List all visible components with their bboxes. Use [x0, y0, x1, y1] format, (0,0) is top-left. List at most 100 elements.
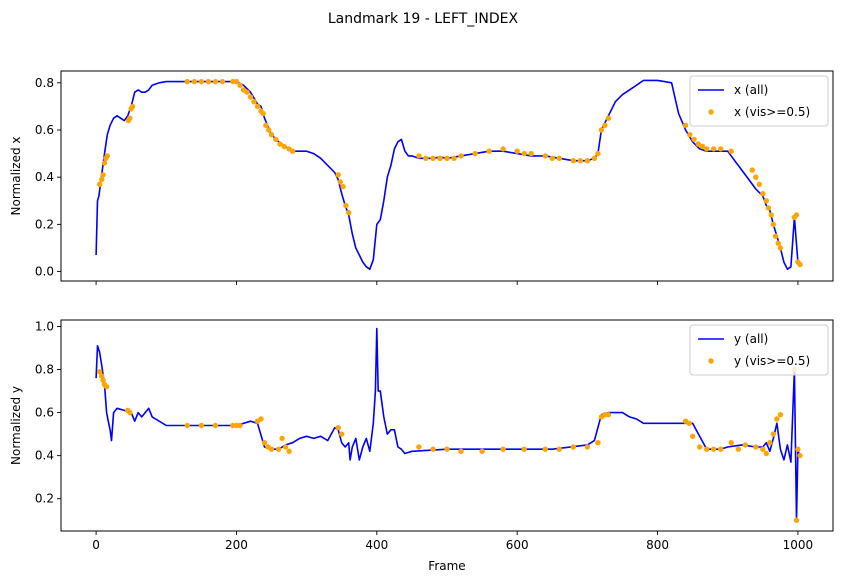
- data-point-x-vis-0-5: [711, 146, 717, 152]
- data-point-y-vis-0-5: [261, 440, 268, 446]
- data-point-x-vis-0-5: [760, 191, 766, 197]
- y-axis-label: Normalized y: [9, 386, 23, 465]
- data-point-x-vis-0-5: [691, 136, 697, 143]
- y-tick-label: 0.4: [35, 170, 54, 184]
- data-point-y-vis-0-5: [212, 422, 219, 429]
- legend-marker-swatch: [708, 358, 714, 364]
- data-point-x-vis-0-5: [237, 82, 243, 88]
- data-point-y-vis-0-5: [777, 412, 784, 418]
- data-point-x-vis-0-5: [718, 146, 724, 152]
- data-point-x-vis-0-5: [198, 78, 205, 85]
- data-point-x-vis-0-5: [100, 172, 106, 178]
- subplot-x: 0.0 0.2 0.4 0.6 0.8 Normalized x x (all) x (vis…: [9, 70, 834, 285]
- axes-frame: [60, 319, 834, 532]
- data-point-y-vis-0-5: [556, 446, 562, 452]
- data-point-x-vis-0-5: [219, 78, 226, 85]
- x-tick-label: 0: [92, 538, 100, 552]
- data-point-y-vis-0-5: [793, 517, 800, 523]
- y-axis-label: Normalized x: [9, 137, 23, 216]
- data-point-x-vis-0-5: [797, 261, 803, 268]
- data-point-x-vis-0-5: [254, 103, 261, 110]
- data-point-x-vis-0-5: [542, 153, 548, 159]
- data-point-x-vis-0-5: [346, 209, 352, 216]
- data-point-y-vis-0-5: [521, 446, 527, 452]
- data-point-x-vis-0-5: [772, 233, 779, 239]
- data-point-y-vis-0-5: [282, 444, 289, 450]
- data-point-y-vis-0-5: [237, 422, 243, 429]
- data-point-x-vis-0-5: [423, 155, 429, 161]
- data-point-x-vis-0-5: [273, 136, 279, 143]
- data-point-y-vis-0-5: [697, 444, 703, 450]
- data-point-x-vis-0-5: [458, 153, 464, 159]
- data-point-x-vis-0-5: [289, 148, 296, 154]
- data-point-y-vis-0-5: [100, 377, 106, 383]
- data-point-x-vis-0-5: [770, 221, 776, 228]
- data-point-x-vis-0-5: [793, 212, 800, 218]
- data-point-x-vis-0-5: [584, 158, 591, 164]
- data-point-x-vis-0-5: [205, 78, 212, 85]
- data-point-x-vis-0-5: [763, 198, 769, 204]
- data-point-y-vis-0-5: [753, 444, 759, 450]
- data-point-x-vis-0-5: [591, 155, 598, 161]
- data-point-x-vis-0-5: [695, 141, 701, 147]
- data-point-x-vis-0-5: [768, 212, 774, 218]
- data-point-y-vis-0-5: [774, 416, 780, 422]
- data-point-x-vis-0-5: [340, 183, 346, 190]
- data-point-x-vis-0-5: [266, 127, 272, 133]
- data-point-x-vis-0-5: [96, 181, 103, 187]
- data-point-x-vis-0-5: [129, 103, 136, 110]
- data-point-x-vis-0-5: [577, 158, 583, 164]
- data-point-y-vis-0-5: [279, 435, 285, 442]
- data-point-x-vis-0-5: [472, 150, 478, 157]
- data-point-x-vis-0-5: [687, 132, 693, 138]
- data-point-y-vis-0-5: [286, 448, 292, 454]
- data-point-x-vis-0-5: [101, 160, 108, 166]
- data-point-y-vis-0-5: [686, 420, 692, 426]
- data-point-y-vis-0-5: [605, 412, 612, 418]
- data-point-y-vis-0-5: [797, 452, 803, 459]
- data-point-y-vis-0-5: [795, 446, 801, 452]
- data-point-y-vis-0-5: [584, 444, 591, 450]
- data-point-x-vis-0-5: [765, 205, 772, 211]
- data-point-x-vis-0-5: [251, 99, 257, 105]
- data-point-x-vis-0-5: [444, 155, 450, 161]
- x-tick-label: 200: [225, 538, 248, 552]
- data-point-x-vis-0-5: [549, 155, 555, 161]
- x-tick-label: 400: [365, 538, 388, 552]
- legend-label: y (vis>=0.5): [734, 354, 810, 368]
- data-point-x-vis-0-5: [605, 115, 612, 121]
- figure-title: Landmark 19 - LEFT_INDEX: [328, 11, 519, 27]
- data-point-x-vis-0-5: [749, 167, 755, 173]
- data-point-y-vis-0-5: [99, 373, 105, 379]
- data-point-x-vis-0-5: [775, 240, 781, 246]
- data-point-x-vis-0-5: [753, 174, 759, 180]
- y-tick-label: 0.0: [35, 265, 54, 279]
- data-point-x-vis-0-5: [430, 155, 436, 161]
- y-tick-label: 1.0: [35, 319, 54, 333]
- data-point-x-vis-0-5: [451, 155, 457, 161]
- data-point-x-vis-0-5: [777, 245, 784, 251]
- data-point-x-vis-0-5: [184, 78, 190, 85]
- data-point-y-vis-0-5: [500, 446, 506, 452]
- data-point-x-vis-0-5: [682, 122, 689, 128]
- data-point-x-vis-0-5: [598, 127, 605, 133]
- data-point-y-vis-0-5: [711, 446, 717, 452]
- data-point-y-vis-0-5: [458, 448, 464, 454]
- data-point-y-vis-0-5: [339, 431, 345, 437]
- data-point-x-vis-0-5: [602, 122, 608, 128]
- data-point-x-vis-0-5: [704, 146, 710, 152]
- data-point-y-vis-0-5: [103, 384, 110, 390]
- data-point-y-vis-0-5: [704, 446, 710, 452]
- data-point-x-vis-0-5: [268, 132, 275, 138]
- data-point-x-vis-0-5: [337, 179, 343, 185]
- y-tick-label: 0.4: [35, 449, 54, 463]
- data-point-y-vis-0-5: [735, 446, 741, 452]
- axes-frame: [60, 70, 834, 282]
- data-point-y-vis-0-5: [335, 425, 341, 431]
- x-axis-label: Frame: [428, 559, 465, 573]
- series-line-y-all: [95, 327, 801, 522]
- data-point-x-vis-0-5: [335, 172, 341, 178]
- data-point-x-vis-0-5: [244, 89, 250, 95]
- data-point-x-vis-0-5: [212, 78, 219, 85]
